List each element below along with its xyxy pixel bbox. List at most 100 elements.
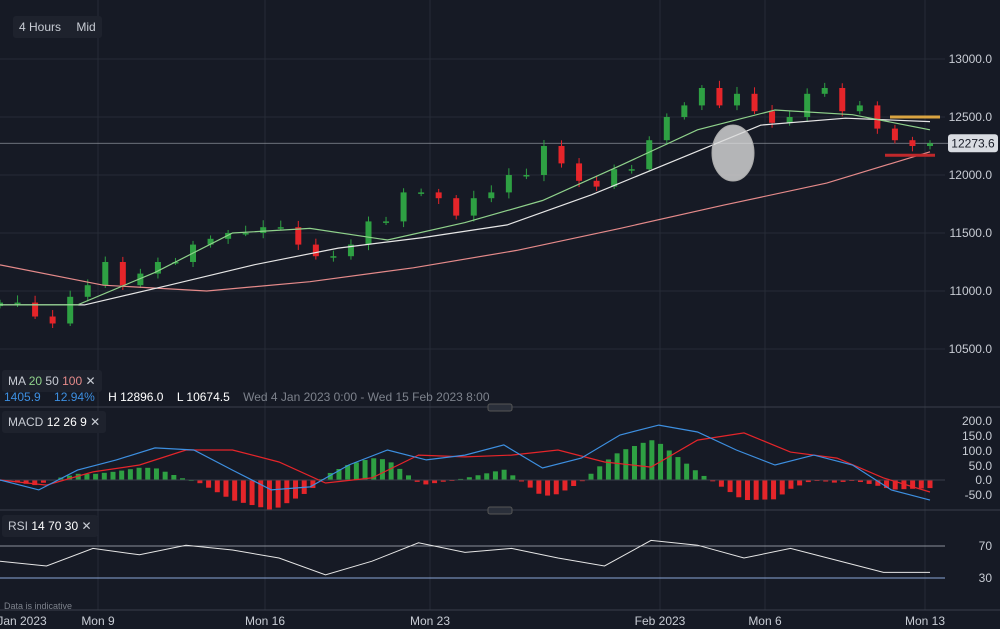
candle-up xyxy=(207,238,214,245)
macd-tick-label: 50.0 xyxy=(969,459,993,473)
candle-down xyxy=(839,88,846,112)
candle-up xyxy=(681,105,688,117)
macd-histogram-bar xyxy=(884,480,890,489)
rsi-remove-icon[interactable]: ✕ xyxy=(81,519,92,533)
last-price-box xyxy=(948,134,998,153)
macd-histogram-bar xyxy=(605,459,611,480)
ma100-label: 100 xyxy=(62,374,83,388)
macd-histogram-bar xyxy=(571,480,577,487)
ma20-label: 20 xyxy=(28,374,43,388)
macd-histogram-bar xyxy=(353,462,359,480)
macd-histogram-bar xyxy=(214,480,220,493)
candle-up xyxy=(418,192,425,194)
macd-histogram-bar xyxy=(258,480,264,508)
candle-up xyxy=(365,221,372,245)
candle-up xyxy=(698,88,705,106)
price-tick-label: 11000.0 xyxy=(950,284,993,298)
candle-up xyxy=(523,175,530,177)
macd-histogram-bar xyxy=(692,470,698,480)
date-tick-label: Mon 6 xyxy=(748,614,782,628)
date-tick-label: Mon 23 xyxy=(410,614,450,628)
macd-histogram-bar xyxy=(266,480,272,510)
macd-histogram-bar xyxy=(397,468,403,480)
macd-histogram-bar xyxy=(579,480,585,482)
ma-remove-icon[interactable]: ✕ xyxy=(85,374,96,388)
ma50-line xyxy=(0,117,931,306)
macd-tick-label: 100.0 xyxy=(962,444,992,458)
macd-histogram-bar xyxy=(371,458,377,480)
macd-histogram-bar xyxy=(727,480,733,493)
macd-histogram-bar xyxy=(718,480,724,487)
candle-up xyxy=(663,117,670,141)
price-tick-label: 13000.0 xyxy=(949,52,993,66)
macd-histogram-bar xyxy=(614,453,620,480)
price-type-selector[interactable]: Mid xyxy=(76,20,96,34)
macd-histogram-bar xyxy=(206,480,212,488)
interval-selector[interactable]: 4 Hours xyxy=(19,20,62,34)
macd-histogram-bar xyxy=(180,478,186,480)
price-tick-label: 12000.0 xyxy=(949,168,993,182)
candle-up xyxy=(540,146,547,175)
macd-histogram-bar xyxy=(240,480,246,503)
candle-down xyxy=(891,128,898,141)
price-tick-label: 11500.0 xyxy=(950,226,993,240)
macd-histogram-bar xyxy=(275,480,281,508)
macd-histogram-bar xyxy=(510,475,516,480)
toolbar: 4 Hours Mid xyxy=(13,16,102,38)
candle-down xyxy=(769,111,776,123)
macd-histogram-bar xyxy=(84,473,90,480)
candle-up xyxy=(400,192,407,222)
candle-down xyxy=(453,198,460,216)
candle-down xyxy=(716,88,723,106)
candle-up xyxy=(383,221,390,223)
candle-down xyxy=(32,302,39,317)
macd-histogram-bar xyxy=(640,442,646,480)
macd-histogram-bar xyxy=(771,480,777,500)
macd-histogram-bar xyxy=(762,480,768,500)
rsi-tick-label: 70 xyxy=(979,539,993,553)
macd-histogram-bar xyxy=(153,468,159,480)
macd-histogram-bar xyxy=(788,480,794,489)
price-tick-label: 12500.0 xyxy=(949,110,993,124)
candle-up xyxy=(14,302,21,305)
macd-histogram-bar xyxy=(518,480,524,482)
macd-histogram-bar xyxy=(675,457,681,480)
macd-histogram-bar xyxy=(475,475,481,480)
ma-label: MA xyxy=(8,374,26,388)
candle-up xyxy=(611,169,618,187)
macd-histogram-bar xyxy=(423,480,429,485)
macd-histogram-bar xyxy=(14,480,20,483)
macd-histogram-bar xyxy=(93,473,99,480)
candle-up xyxy=(330,256,337,258)
macd-histogram-bar xyxy=(710,480,716,482)
macd-histogram-bar xyxy=(310,480,316,488)
ma50-label: 50 xyxy=(45,374,59,388)
rsi-line xyxy=(0,539,930,576)
candle-down xyxy=(435,192,442,199)
macd-histogram-bar xyxy=(327,472,333,480)
macd-histogram-bar xyxy=(918,480,924,489)
price-tick-label: 10500.0 xyxy=(949,342,993,356)
pane-resize-handle[interactable] xyxy=(487,506,513,515)
macd-histogram-bar xyxy=(857,480,863,483)
rsi-upper: 70 xyxy=(48,519,62,533)
date-tick-label: Mon 13 xyxy=(905,614,945,628)
pane-resize-handle[interactable] xyxy=(487,403,513,412)
macd-remove-icon[interactable]: ✕ xyxy=(90,415,101,429)
macd-histogram-bar xyxy=(32,480,38,486)
macd-histogram-bar xyxy=(388,462,394,480)
macd-line xyxy=(0,424,931,501)
macd-histogram-bar xyxy=(379,459,385,480)
candle-up xyxy=(102,262,109,286)
ma20-line xyxy=(0,109,931,306)
macd-histogram-bar xyxy=(701,475,707,480)
macd-histogram-bar xyxy=(458,478,464,480)
candle-up xyxy=(488,192,495,199)
candle-up xyxy=(628,169,635,171)
macd-histogram-bar xyxy=(823,480,829,482)
macd-histogram-bar xyxy=(797,480,803,486)
macd-histogram-bar xyxy=(553,480,559,495)
macd-histogram-bar xyxy=(171,474,177,480)
macd-histogram-bar xyxy=(545,480,551,496)
